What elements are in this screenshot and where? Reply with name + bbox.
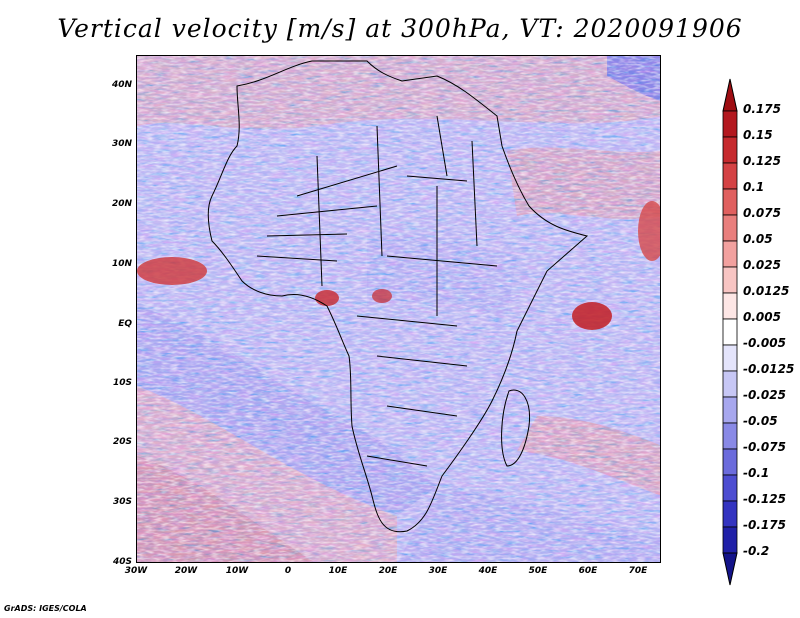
colorbar-swatch xyxy=(722,318,738,346)
lon-label-30e: 30E xyxy=(428,566,448,576)
colorbar-swatch xyxy=(722,110,738,138)
updraft-east-edge xyxy=(638,201,660,261)
lat-label-30n: 30N xyxy=(111,139,132,149)
lat-label-30s: 30S xyxy=(112,497,132,507)
lon-label-10e: 10E xyxy=(328,566,348,576)
coastlines xyxy=(207,60,589,533)
colorbar-swatch xyxy=(722,370,738,398)
colorbar-tick-label: 0.075 xyxy=(743,206,781,220)
updraft-atlantic xyxy=(137,257,207,285)
lat-label-20s: 20S xyxy=(112,437,132,447)
colorbar-swatch xyxy=(722,136,738,164)
colorbar-tick-label: 0.1 xyxy=(743,180,765,194)
lon-label-10w: 10W xyxy=(225,566,249,576)
lat-label-40s: 40S xyxy=(112,557,132,567)
lon-label-60e: 60E xyxy=(578,566,598,576)
lon-label-40e: 40E xyxy=(478,566,498,576)
lon-label-50e: 50E xyxy=(528,566,548,576)
colorbar-swatch xyxy=(722,526,738,554)
chart-title: Vertical velocity [m/s] at 300hPa, VT: 2… xyxy=(57,14,743,43)
colorbar-tick-label: -0.2 xyxy=(743,544,770,558)
updraft-central xyxy=(372,289,392,303)
colorbar-swatch xyxy=(722,344,738,372)
updraft-indian-ocean xyxy=(572,302,612,330)
colorbar-tick-label: -0.0125 xyxy=(743,362,795,376)
lat-label-20n: 20N xyxy=(111,199,132,209)
colorbar-swatch xyxy=(722,292,738,320)
lon-label-70e: 70E xyxy=(628,566,648,576)
lat-label-40n: 40N xyxy=(111,80,132,90)
colorbar-tick-label: -0.1 xyxy=(743,466,770,480)
colorbar-tick-label: -0.175 xyxy=(743,518,786,532)
colorbar-tick-label: 0.05 xyxy=(743,232,773,246)
colorbar-tick-label: 0.005 xyxy=(743,310,781,324)
colorbar-tick-label: -0.125 xyxy=(743,492,786,506)
map-plot-area[interactable] xyxy=(136,55,661,563)
colorbar-swatch xyxy=(722,266,738,294)
colorbar-swatch xyxy=(722,422,738,450)
colorbar-tick-label: 0.125 xyxy=(743,154,781,168)
grads-credit: GrADS: IGES/COLA xyxy=(4,604,87,613)
lon-label-0: 0 xyxy=(284,566,292,576)
colorbar-bottom-arrow xyxy=(722,552,738,586)
colorbar-swatch xyxy=(722,500,738,528)
lon-label-20w: 20W xyxy=(174,566,198,576)
colorbar-tick-label: -0.05 xyxy=(743,414,778,428)
lat-label-10s: 10S xyxy=(112,378,132,388)
colorbar-swatch xyxy=(722,448,738,476)
colorbar-swatch xyxy=(722,188,738,216)
colorbar-swatch xyxy=(722,474,738,502)
colorbar-tick-label: 0.0125 xyxy=(743,284,790,298)
lon-label-30w: 30W xyxy=(124,566,148,576)
lat-label-eq: EQ xyxy=(118,319,132,329)
colorbar-tick-label: 0.15 xyxy=(743,128,773,142)
colorbar-swatch xyxy=(722,214,738,242)
colorbar-top-arrow xyxy=(722,78,738,112)
colorbar-tick-label: -0.005 xyxy=(743,336,786,350)
colorbar-swatch xyxy=(722,240,738,268)
colorbar-swatch xyxy=(722,396,738,424)
field-texture-light xyxy=(137,56,660,562)
colorbar-tick-label: 0.025 xyxy=(743,258,781,272)
colorbar-tick-label: 0.175 xyxy=(743,102,781,116)
lat-label-10n: 10N xyxy=(111,259,132,269)
lon-label-20e: 20E xyxy=(378,566,398,576)
colorbar-tick-label: -0.075 xyxy=(743,440,786,454)
colorbar-tick-label: -0.025 xyxy=(743,388,786,402)
colorbar-swatch xyxy=(722,162,738,190)
